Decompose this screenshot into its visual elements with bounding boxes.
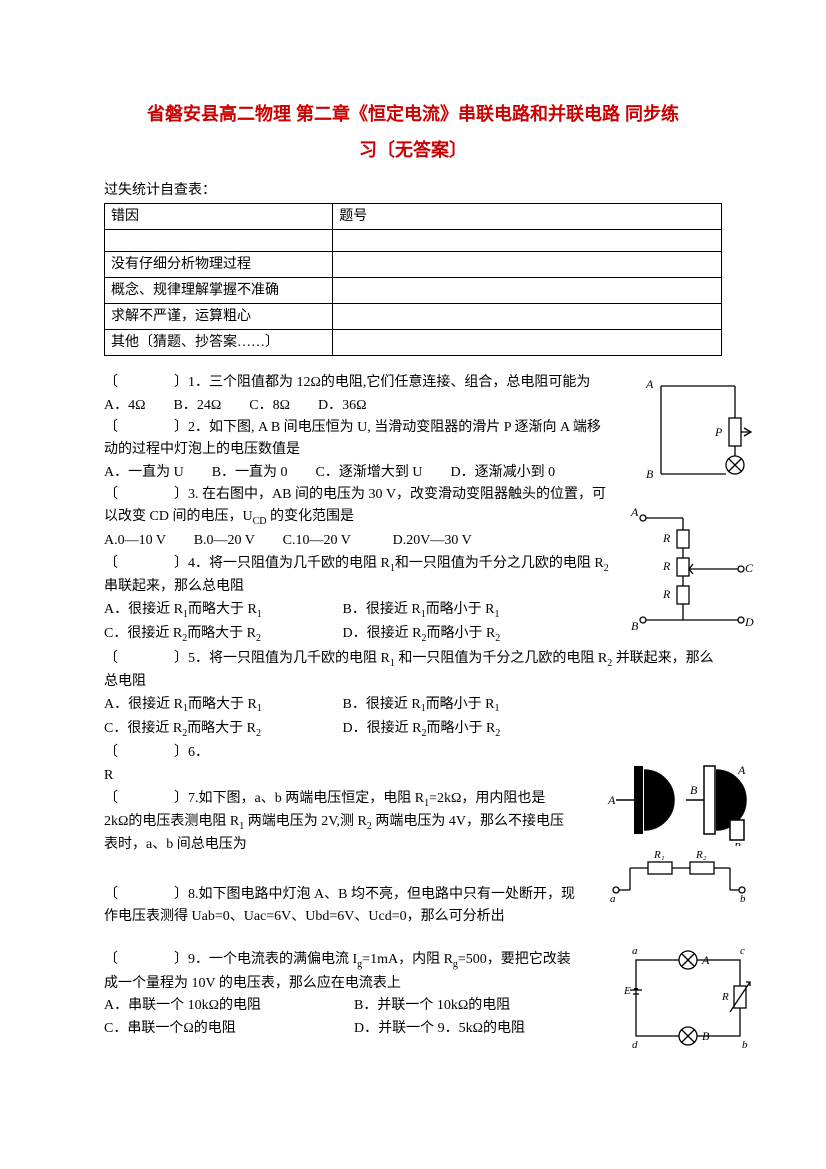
figure-q1-q2: A B P <box>639 368 754 488</box>
q5-stem: 〔 〕5．将一只阻值为几千欧的电阻 R1 和一只阻值为千分之几欧的电阻 R2 并… <box>104 648 722 693</box>
svg-text:B: B <box>646 467 654 481</box>
cell <box>333 230 722 252</box>
q4-stem: 〔 〕4．将一只阻值为几千欧的电阻 R1和一只阻值为千分之几欧的电阻 R2 串联… <box>104 553 612 598</box>
svg-text:B: B <box>690 783 698 797</box>
svg-text:B: B <box>702 1029 710 1043</box>
cell: 没有仔细分析物理过程 <box>105 252 333 278</box>
cell: 概念、规律理解掌握不准确 <box>105 278 333 304</box>
cell <box>333 278 722 304</box>
cell <box>105 230 333 252</box>
table-caption: 过失统计自查表： <box>104 180 722 201</box>
table-row: 其他〔猜题、抄答案……〕 <box>105 330 722 356</box>
q5-opts-ab: A．很接近 R1 而略大于 R1 B．很接近 R1 而略小于 R1 <box>104 694 572 717</box>
figure-q3: A B C D R R R <box>629 504 754 634</box>
q4-opts-cd: C．很接近 R2 而略大于 R2 D．很接近 R2 而略小于 R2 <box>104 623 612 646</box>
svg-text:C: C <box>745 561 754 575</box>
svg-text:A: A <box>701 953 710 967</box>
svg-text:b: b <box>742 1039 748 1051</box>
svg-text:A: A <box>645 377 654 391</box>
th-reason: 错因 <box>105 204 333 230</box>
svg-text:A: A <box>737 763 746 777</box>
table-row: 错因题号 <box>105 204 722 230</box>
q3-options: A.0—10 V B.0—20 V C.10—20 V D.20V—30 V <box>104 530 612 552</box>
svg-text:R₂: R₂ <box>695 850 707 861</box>
svg-text:R: R <box>662 559 671 573</box>
svg-text:R: R <box>662 531 671 545</box>
figure-q8: a c d b A B R E <box>622 942 754 1052</box>
doc-title-line2: 习〔无答案〕 <box>104 132 722 168</box>
questions-block: A B P A <box>104 372 722 1040</box>
svg-text:P: P <box>714 425 723 439</box>
error-table: 错因题号 没有仔细分析物理过程 概念、规律理解掌握不准确 求解不严谨，运算粗心 … <box>104 203 722 356</box>
cell: 求解不严谨，运算粗心 <box>105 304 333 330</box>
table-row: 没有仔细分析物理过程 <box>105 252 722 278</box>
q7-stem: 〔 〕7.如下图，a、b 两端电压恒定，电阻 R1=2kΩ，用内阻也是 2kΩ的… <box>104 788 572 856</box>
figure-q6: A B A R <box>604 758 754 846</box>
svg-text:c: c <box>740 945 745 957</box>
svg-text:R: R <box>662 587 671 601</box>
svg-text:E: E <box>623 985 631 997</box>
cell <box>333 330 722 356</box>
q2-options: A．一直为 U B．一直为 0 C．逐渐增大到 U D．逐渐减小到 0 <box>104 462 612 484</box>
th-qnum: 题号 <box>333 204 722 230</box>
svg-text:R: R <box>721 991 729 1003</box>
svg-text:a: a <box>610 893 616 905</box>
cell <box>333 252 722 278</box>
cell: 其他〔猜题、抄答案……〕 <box>105 330 333 356</box>
svg-text:A: A <box>607 793 616 807</box>
q4-opts-ab: A．很接近 R1 而略大于 R1 B．很接近 R1 而略小于 R1 <box>104 599 612 622</box>
q5-opts-cd: C．很接近 R2 而略大于 R2 D．很接近 R2 而略小于 R2 <box>104 718 572 741</box>
q1-stem: 〔 〕1．三个阻值都为 12Ω的电阻,它们任意连接、组合，总电阻可能为 <box>104 372 612 394</box>
svg-text:a: a <box>632 945 638 957</box>
q2-stem: 〔 〕2．如下图, A B 间电压恒为 U, 当滑动变阻器的滑片 P 逐渐向 A… <box>104 417 612 460</box>
svg-text:d: d <box>632 1039 638 1051</box>
svg-text:R: R <box>733 841 741 846</box>
q1-options: A．4Ω B．24Ω C．8Ω D．36Ω <box>104 395 612 417</box>
table-row: 求解不严谨，运算粗心 <box>105 304 722 330</box>
table-row <box>105 230 722 252</box>
doc-title-line1: 省磐安县高二物理 第二章《恒定电流》串联电路和并联电路 同步练 <box>104 96 722 132</box>
figure-q7: R₁ R₂ a b <box>604 850 754 905</box>
svg-text:R₁: R₁ <box>653 850 665 861</box>
q6-stem: 〔 〕6． <box>104 742 572 764</box>
svg-text:B: B <box>631 619 639 633</box>
svg-text:D: D <box>744 615 754 629</box>
q6-r: R <box>104 765 572 787</box>
svg-text:A: A <box>630 505 639 519</box>
q3-stem: 〔 〕3. 在右图中，AB 间的电压为 30 V，改变滑动变阻器触头的位置，可以… <box>104 484 612 529</box>
cell <box>333 304 722 330</box>
q8-stem: 〔 〕8.如下图电路中灯泡 A、B 均不亮，但电路中只有一处断开，现作电压表测得… <box>104 884 582 927</box>
table-row: 概念、规律理解掌握不准确 <box>105 278 722 304</box>
svg-text:b: b <box>740 893 746 905</box>
